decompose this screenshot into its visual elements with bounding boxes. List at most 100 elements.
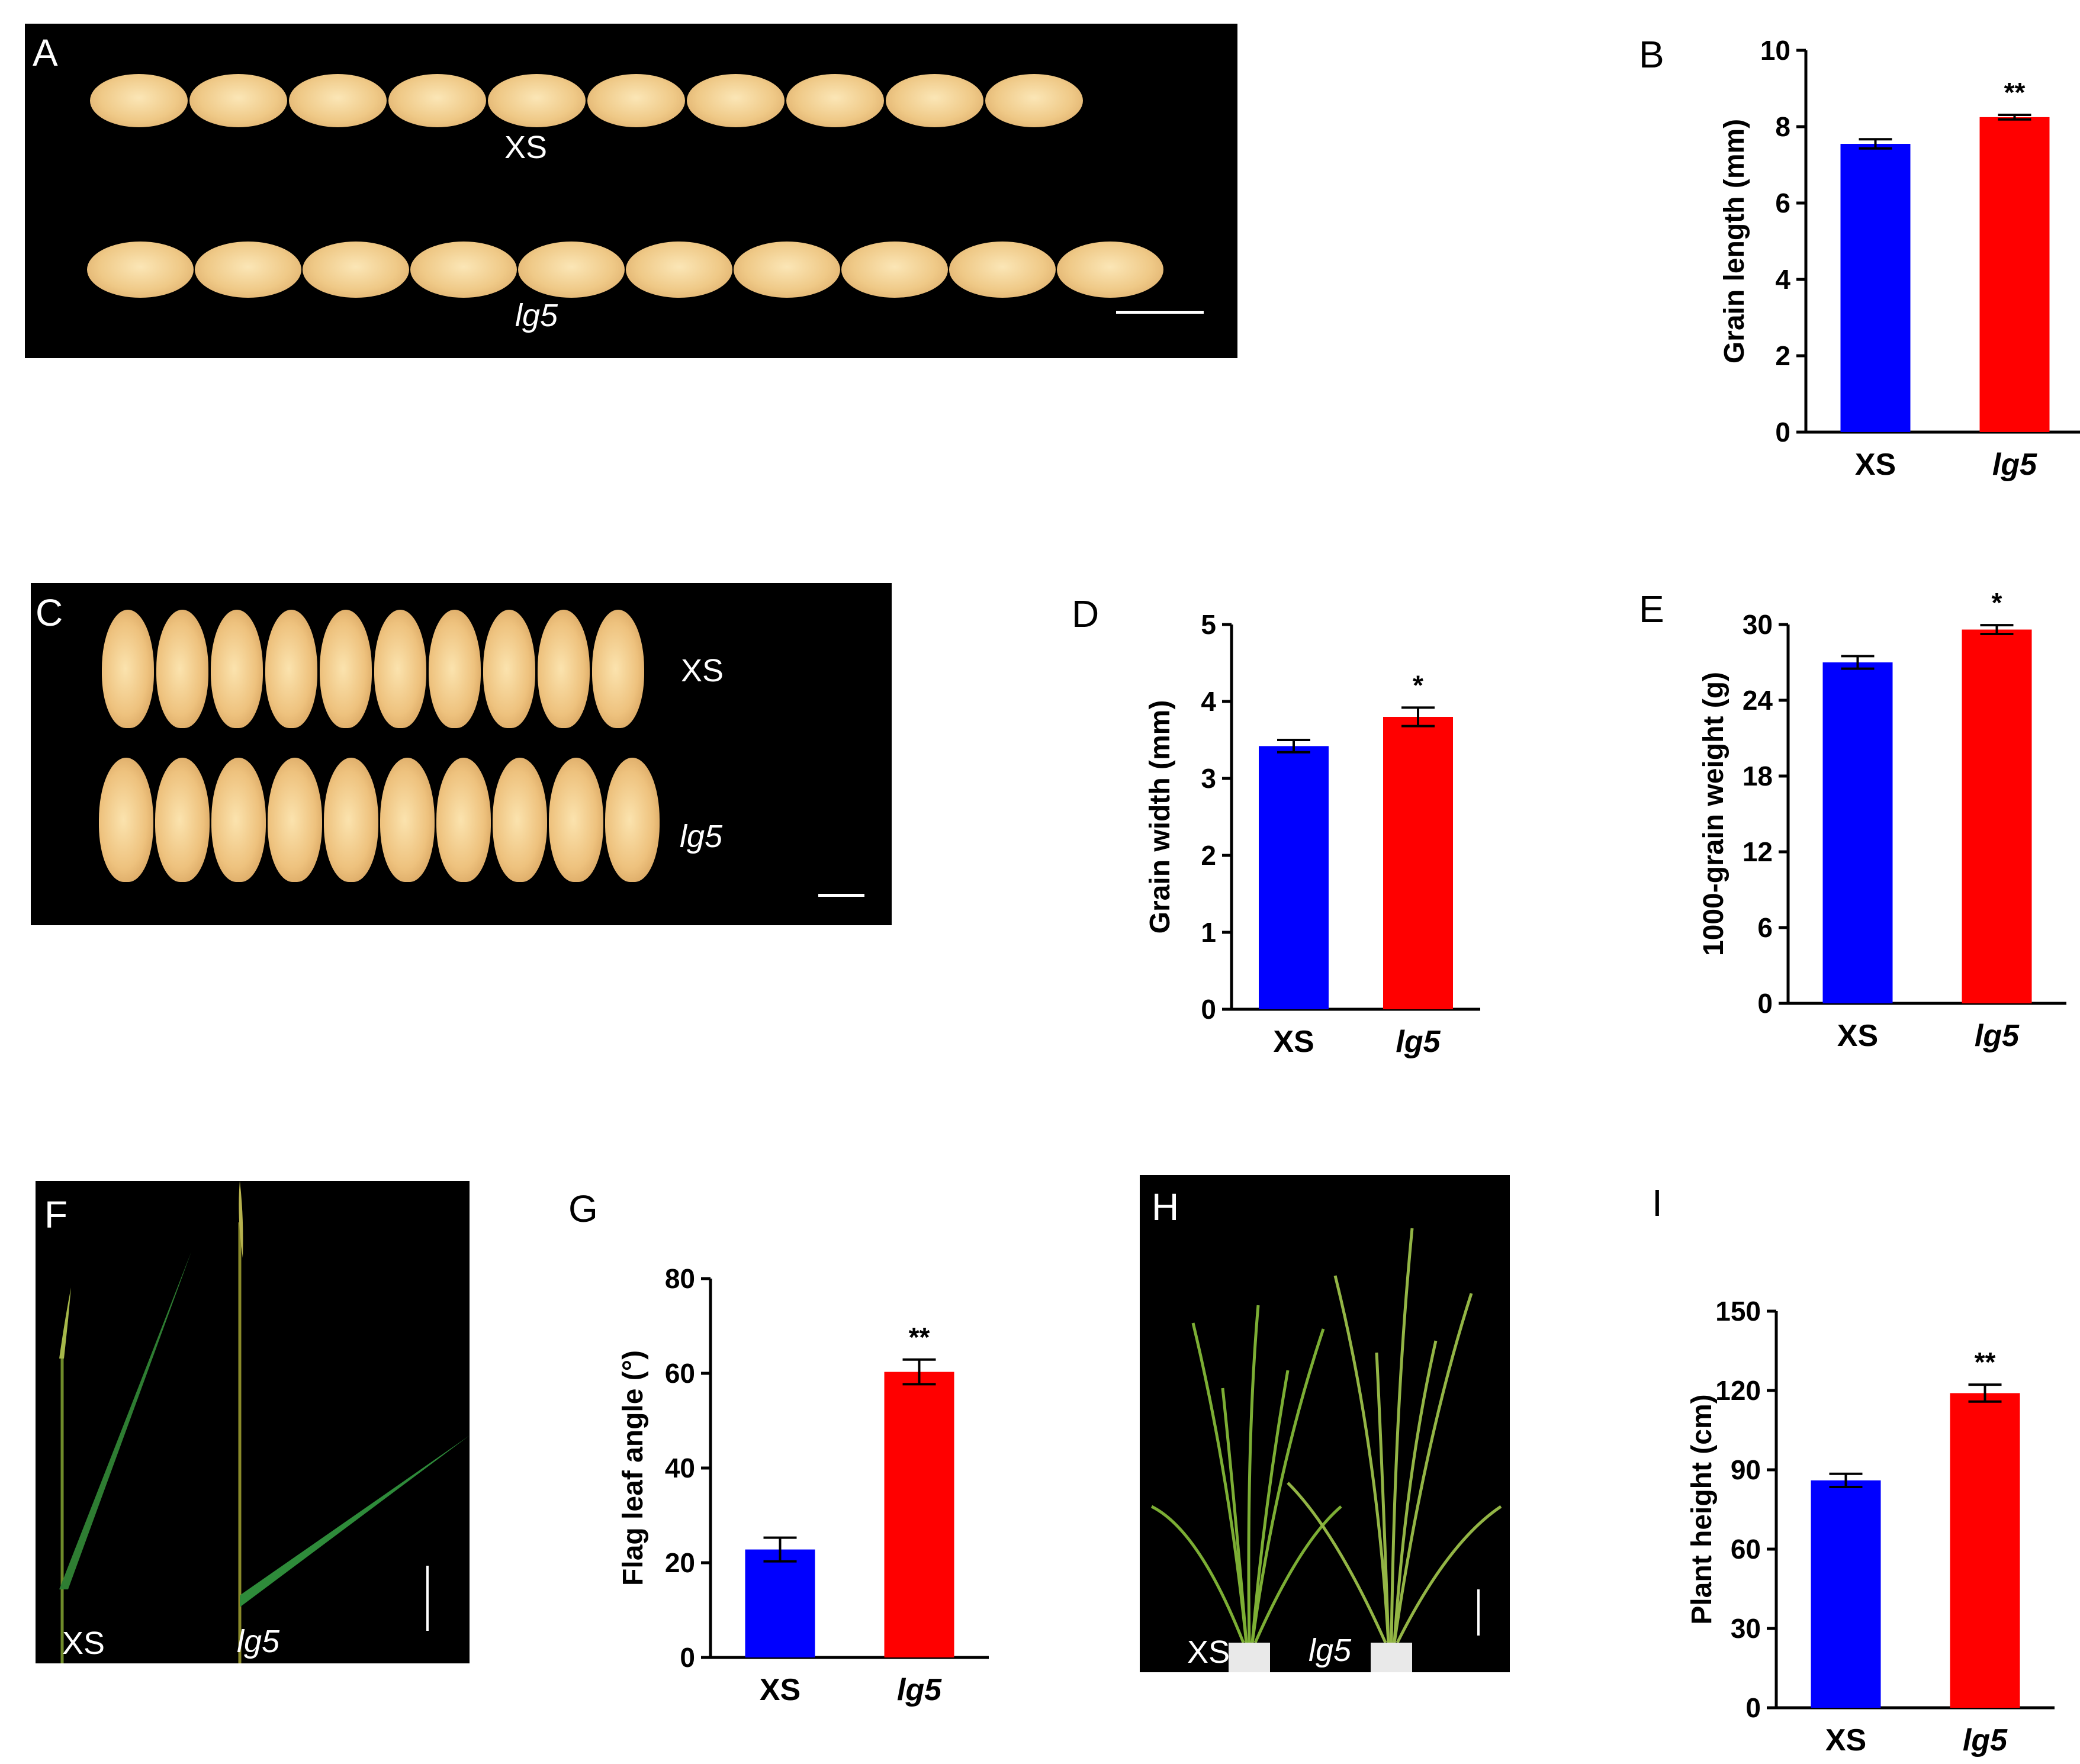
significance-marker: * [1992,587,2002,618]
grain [99,758,153,882]
grain [289,74,387,127]
grain [605,758,660,882]
y-tick-label: 4 [1201,686,1216,717]
y-axis-title: Grain length (mm) [1719,119,1750,363]
caption-lg5: lg5 [680,819,723,854]
grain [195,242,301,298]
y-tick-label: 30 [1743,609,1773,640]
bar-xs [1822,662,1893,1003]
grain [592,610,644,728]
y-axis-title: 1000-grain weight (g) [1698,672,1729,956]
grain [90,74,188,127]
chart-flag-leaf-angle: 0 20 40 60 80 Flag leaf angle (°) XS ** lg5 [618,1263,989,1707]
grain [189,74,287,127]
caption-xs: XS [504,130,548,165]
x-tick-label-xs: XS [1837,1019,1878,1053]
y-tick-label: 120 [1715,1375,1761,1406]
grain [410,242,517,298]
panel-label-d: D [1072,593,1100,635]
y-tick-label: 6 [1775,188,1790,218]
caption-lg5: lg5 [1309,1633,1352,1668]
y-tick-label: 24 [1743,685,1773,716]
x-tick-label-lg5: lg5 [1992,448,2037,482]
grain [786,74,884,127]
photo-f-flag-leaf [36,1181,470,1663]
grain [493,758,547,882]
grain [488,74,586,127]
y-tick-label: 3 [1201,763,1216,794]
panel-label-g: G [568,1187,598,1230]
y-tick-label: 0 [1757,988,1773,1019]
caption-xs: XS [1187,1634,1230,1670]
x-tick-label-lg5: lg5 [1396,1025,1441,1059]
y-tick-label: 5 [1201,609,1216,640]
y-tick-label: 30 [1731,1613,1761,1644]
panel-label-e: E [1639,588,1664,630]
y-axis-title: Grain width (mm) [1145,700,1176,934]
grain [429,610,481,728]
y-tick-label: 18 [1743,761,1773,791]
significance-marker: * [1413,669,1423,700]
chart-grain-width: 0 1 2 3 4 5 Grain width (mm) XS * lg5 [1145,609,1480,1059]
panel-label-f: F [44,1193,68,1236]
y-tick-label: 6 [1757,912,1773,943]
y-tick-label: 2 [1775,340,1790,371]
grain [380,758,435,882]
y-tick-label: 1 [1201,917,1216,948]
bar-lg5 [1383,717,1453,1009]
x-tick-label-xs: XS [1825,1723,1866,1757]
panel-label-c: C [36,591,63,634]
grain [87,242,194,298]
grain [211,758,266,882]
grain [841,242,948,298]
grain [549,758,603,882]
photo-a-grain-length [25,24,1237,358]
y-tick-label: 0 [1775,417,1790,448]
bar-lg5 [884,1372,954,1657]
grain [626,242,732,298]
panel-label-i: I [1652,1182,1663,1224]
chart-1000-grain-weight: 0 6 12 18 24 30 1000-grain weight (g) XS * lg5 [1698,587,2066,1053]
y-tick-label: 12 [1743,836,1773,867]
y-tick-label: 8 [1775,111,1790,142]
grain [949,242,1056,298]
y-tick-label: 60 [665,1358,695,1389]
bar-xs [1259,746,1329,1009]
y-tick-label: 60 [1731,1534,1761,1565]
caption-lg5: lg5 [515,298,558,333]
y-axis-title: Plant height (cm) [1686,1394,1718,1624]
bar-xs [745,1549,815,1657]
panel-label-a: A [33,31,58,74]
caption-lg5: lg5 [237,1624,280,1659]
significance-marker: ** [2004,77,2026,108]
caption-xs: XS [62,1625,105,1661]
y-tick-label: 0 [1201,994,1216,1025]
y-tick-label: 80 [665,1263,695,1294]
grain [587,74,685,127]
grain [303,242,409,298]
grain [320,610,372,728]
flag-leaf-illustration [59,1181,470,1663]
grain [388,74,486,127]
y-tick-label: 10 [1760,35,1790,66]
grain [483,610,535,728]
panel-label-b: B [1639,33,1664,76]
grain [268,758,322,882]
significance-marker: ** [1975,1347,1996,1377]
bar-lg5 [1979,117,2050,432]
photo-c-grain-width [31,583,892,925]
x-tick-label-lg5: lg5 [1963,1723,2008,1757]
grain [211,610,263,728]
panel-label-h: H [1152,1186,1179,1228]
y-tick-label: 0 [680,1642,695,1673]
grain [436,758,491,882]
grain [538,610,590,728]
y-tick-label: 0 [1745,1692,1761,1723]
x-tick-label-xs: XS [1855,448,1896,482]
x-tick-label-xs: XS [760,1673,801,1707]
caption-xs: XS [681,653,724,688]
grain [102,610,154,728]
bar-xs [1811,1480,1881,1708]
chart-grain-length: 0 2 4 6 8 10 Grain length (mm) XS ** lg5 [1719,35,2080,482]
grain [1057,242,1163,298]
